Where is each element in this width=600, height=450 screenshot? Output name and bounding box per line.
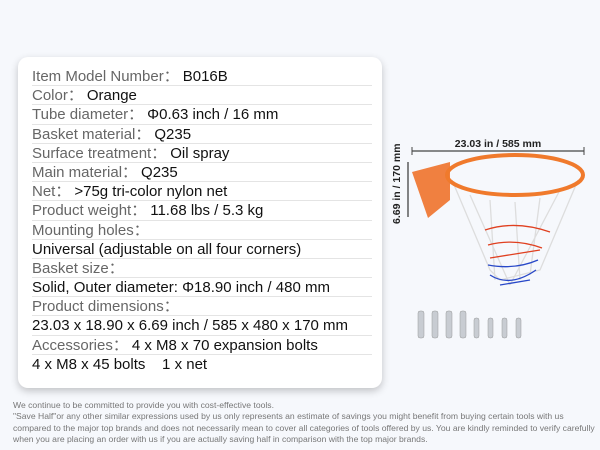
spec-value: Solid, Outer diameter: Φ18.90 inch / 480… — [32, 279, 330, 297]
spec-row: 23.03 x 18.90 x 6.69 inch / 585 x 480 x … — [32, 316, 372, 336]
spec-value: Orange — [86, 87, 137, 105]
disclaimer: We continue to be committed to provide y… — [13, 400, 598, 445]
rim — [445, 153, 585, 197]
spec-row: Item Model Number： B016B — [32, 67, 372, 87]
spec-value: 4 x M8 x 45 bolts 1 x net — [32, 355, 208, 373]
bolts — [417, 310, 522, 339]
disclaimer-line: We continue to be committed to provide y… — [13, 400, 274, 410]
spec-list: Item Model Number： B016B Color： Orange Tube … — [32, 67, 372, 374]
spec-value: Φ0.63 inch / 16 mm — [147, 106, 279, 124]
svg-text:6.69 in / 170 mm: 6.69 in / 170 mm — [391, 143, 403, 224]
mounting-bracket — [412, 162, 450, 218]
spec-label: Product dimensions： — [32, 298, 179, 316]
spec-row: Accessories： 4 x M8 x 70 expansion bolts — [32, 336, 372, 355]
spec-row: Product weight： 11.68 lbs / 5.3 kg — [32, 201, 372, 221]
spec-row: Basket material： Q235 — [32, 125, 372, 144]
spec-label: Item Model Number： — [32, 68, 179, 85]
spec-row: Color： Orange — [32, 86, 372, 106]
spec-row: Surface treatment： Oil spray — [32, 144, 372, 163]
spec-row: Main material： Q235 — [32, 163, 372, 183]
spec-label: Basket material： — [32, 125, 151, 143]
spec-row: 4 x M8 x 45 bolts 1 x net — [32, 355, 372, 374]
svg-text:23.03 in / 585 mm: 23.03 in / 585 mm — [455, 138, 541, 150]
spec-card: Item Model Number： B016B Color： Orange Tube … — [18, 57, 382, 388]
spec-value: B016B — [182, 68, 228, 85]
spec-label: Color： — [32, 87, 83, 105]
spec-value: Q235 — [154, 125, 192, 143]
spec-row: Universal (adjustable on all four corner… — [32, 240, 372, 259]
height-dimension: 6.69 in / 170 mm — [391, 143, 409, 224]
basketball-hoop-image: 23.03 in / 585 mm 6.69 in / 170 mm — [391, 138, 585, 339]
spec-row: Mounting holes： — [32, 221, 372, 240]
net — [451, 179, 579, 286]
spec-label: Net： — [32, 183, 71, 201]
spec-label: Tube diameter： — [32, 106, 144, 124]
spec-label: Main material： — [32, 163, 138, 181]
spec-value: 23.03 x 18.90 x 6.69 inch / 585 x 480 x … — [32, 317, 349, 335]
width-dimension: 23.03 in / 585 mm — [411, 138, 585, 155]
spec-label: Accessories： — [32, 336, 128, 354]
spec-label: Basket size： — [32, 259, 124, 277]
spec-value: 4 x M8 x 70 expansion bolts — [131, 336, 318, 354]
spec-label: Product weight： — [32, 202, 147, 220]
spec-row: Net： >75g tri-color nylon net — [32, 182, 372, 202]
spec-value: >75g tri-color nylon net — [74, 183, 228, 201]
spec-row: Tube diameter： Φ0.63 inch / 16 mm — [32, 105, 372, 125]
spec-value: 11.68 lbs / 5.3 kg — [150, 202, 264, 220]
spec-value: Q235 — [141, 163, 178, 181]
spec-value: Oil spray — [170, 144, 230, 162]
spec-row: Product dimensions： — [32, 297, 372, 317]
spec-label: Mounting holes： — [32, 221, 149, 239]
spec-row: Basket size： — [32, 259, 372, 279]
spec-row: Solid, Outer diameter: Φ18.90 inch / 480… — [32, 278, 372, 298]
spec-label: Surface treatment： — [32, 144, 167, 162]
spec-value: Universal (adjustable on all four corner… — [32, 240, 302, 258]
disclaimer-line: "Save Half"or any other similar expressi… — [13, 411, 595, 444]
